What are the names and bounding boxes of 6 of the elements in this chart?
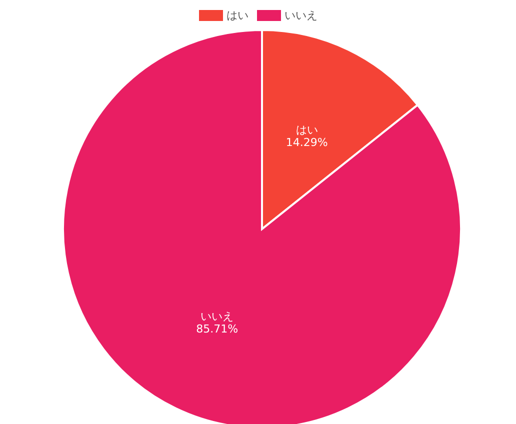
slice-label: いいえ bbox=[200, 310, 234, 324]
slice-label: はい bbox=[296, 124, 318, 137]
data-label: 85.71% bbox=[196, 322, 238, 336]
category-label: いいえ bbox=[284, 9, 318, 22]
data-label: 14.29% bbox=[286, 136, 328, 150]
legend-label: はい bbox=[226, 8, 248, 23]
